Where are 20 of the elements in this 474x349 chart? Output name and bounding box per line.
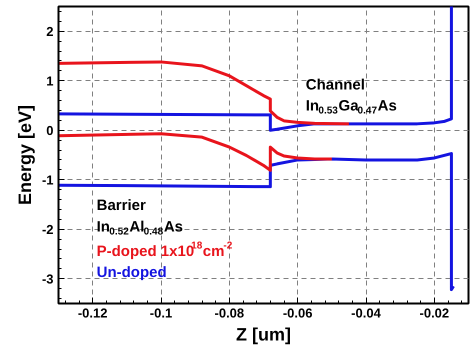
x-tick-label: -0.1: [150, 306, 172, 320]
x-tick-label: -0.12: [78, 306, 108, 320]
line-series: [58, 132, 334, 172]
y-tick-label: 0: [46, 122, 54, 138]
y-tick-label: 2: [46, 24, 54, 39]
y-tick-label: -3: [42, 271, 54, 286]
y-tick-label: -2: [42, 222, 54, 237]
x-tick-label: -0.04: [351, 306, 382, 320]
x-tick-label: -0.08: [214, 306, 244, 320]
annotation: Channel: [306, 76, 365, 94]
line-series: [58, 152, 455, 292]
x-tick-label: -0.06: [282, 306, 312, 320]
x-tick-label: -0.02: [420, 306, 450, 320]
y-tick-label: 1: [46, 73, 54, 88]
line-series: [58, 6, 453, 132]
text: Un-doped: [96, 264, 167, 282]
annotation: Barrier: [96, 196, 146, 214]
y-axis-title: Energy [eV]: [14, 104, 35, 206]
x-axis-title: Z [um]: [236, 324, 291, 344]
y-tick-label: -1: [42, 172, 54, 188]
